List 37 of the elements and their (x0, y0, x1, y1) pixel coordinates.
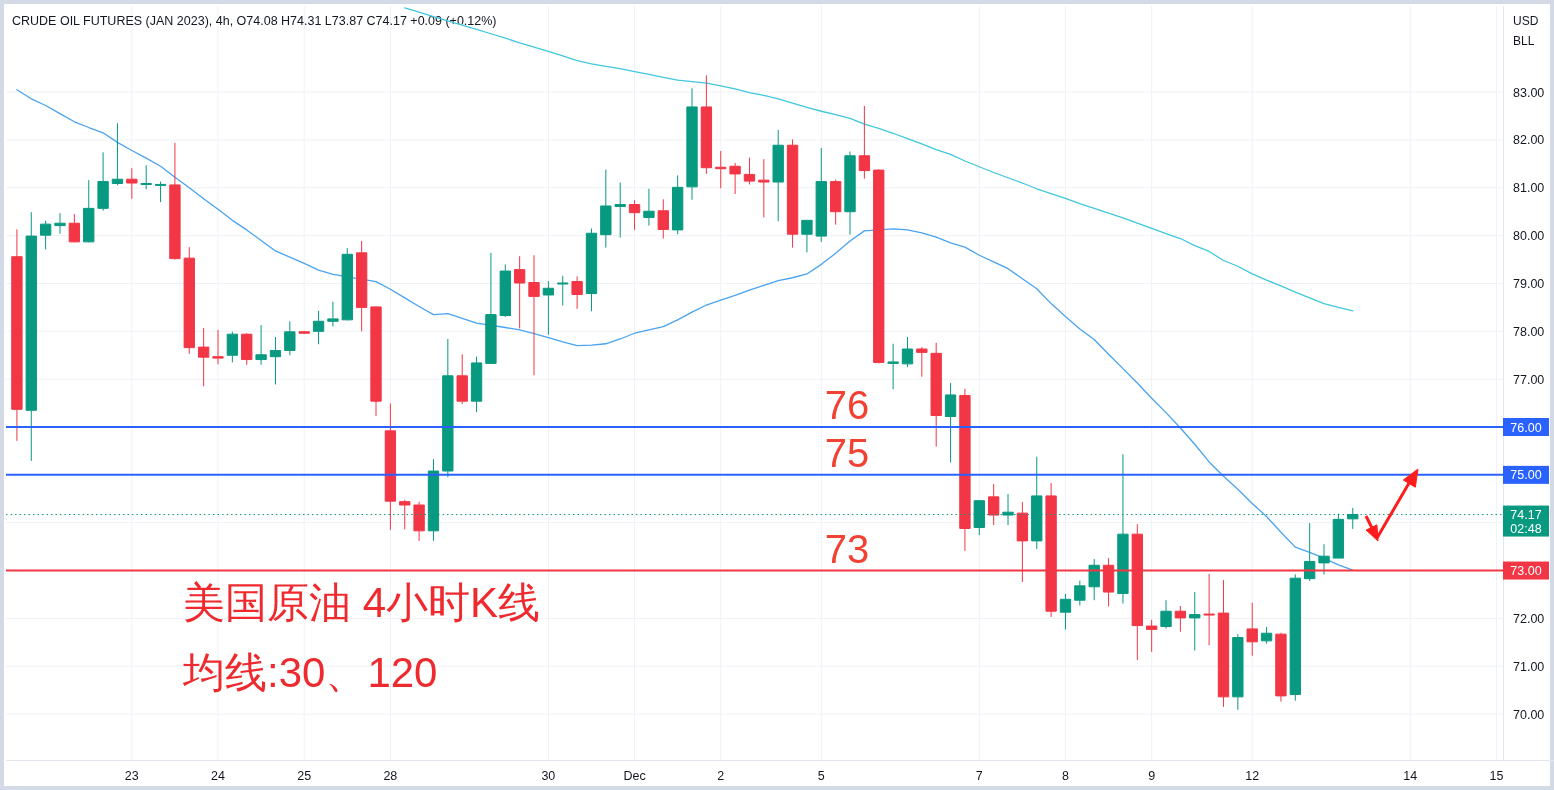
y-tick-label: 80.00 (1513, 229, 1545, 244)
y-tick-label: 77.00 (1513, 372, 1545, 387)
annotation: 73 (824, 526, 870, 571)
annotation: 76 (824, 383, 870, 427)
x-tick-label: 28 (383, 769, 398, 783)
y-tick-label: 70.00 (1513, 707, 1545, 722)
ref-line-label: 74.17 02:48 (1510, 508, 1542, 537)
y-tick-label: 72.00 (1513, 611, 1545, 626)
annotation: 均线:30、120 (183, 649, 438, 696)
y-tick-label: 82.00 (1513, 133, 1545, 148)
y-tick-label: 79.00 (1513, 277, 1545, 291)
ref-line-label: 73.00 (1510, 564, 1542, 579)
y-axis-title: USD BLL (1513, 14, 1539, 48)
annotation: 美国原油 4小时K线 (183, 579, 541, 626)
y-tick-label: 81.00 (1513, 181, 1545, 196)
ref-line-label: 76.00 (1510, 420, 1542, 435)
y-tick-label: 71.00 (1513, 659, 1545, 674)
ref-line-label: 75.00 (1510, 468, 1542, 483)
ref-line-label: 76.00 (1503, 418, 1549, 436)
x-tick-label: 30 (541, 769, 556, 783)
x-tick-label: 24 (211, 769, 225, 783)
x-tick-label: 12 (1245, 769, 1260, 783)
x-tick-label: 23 (124, 769, 139, 783)
x-tick-label: Dec (623, 769, 646, 783)
x-tick-label: 9 (1148, 769, 1156, 783)
annotation: 75 (824, 430, 870, 475)
x-tick-label: 7 (975, 769, 983, 783)
x-tick-label: 15 (1489, 769, 1504, 783)
x-tick-label: 5 (817, 769, 825, 783)
ref-line-label: 74.17 02:48 (1503, 505, 1549, 537)
y-tick-label: 83.00 (1513, 85, 1545, 100)
x-tick-label: 2 (717, 769, 725, 783)
title: CRUDE OIL FUTURES (JAN 2023), 4h, O74.08 H74.31 L73.87 C74.17 +0.09 (+0.12%) (12, 14, 497, 28)
y-tick-label: 78.00 (1513, 324, 1545, 339)
x-tick-label: 14 (1403, 769, 1418, 783)
x-tick-label: 8 (1062, 769, 1069, 783)
x-tick-label: 25 (297, 769, 312, 783)
